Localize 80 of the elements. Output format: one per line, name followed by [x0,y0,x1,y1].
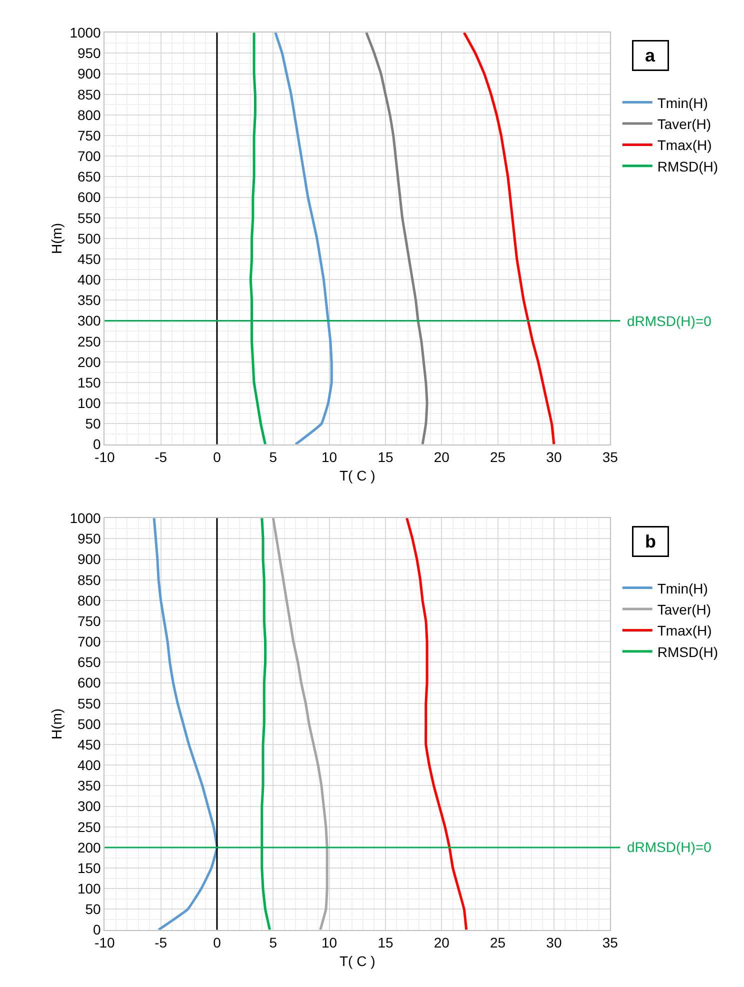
y-tick-label: 450 [77,250,102,267]
y-tick-label: 50 [85,416,102,432]
y-tick-label: 800 [77,106,102,123]
y-tick-label: 300 [77,798,102,814]
text: a [645,46,656,66]
x-tick-label: 15 [378,449,394,466]
legend-label: Tmax(H) [657,137,712,154]
y-axis-title: H(m) [48,708,64,740]
y-tick-label: 1000 [70,510,102,526]
y-tick-label: 400 [77,272,102,288]
y-tick-label: 200 [77,839,102,856]
y-tick-label: 900 [77,551,102,568]
x-tick-label: 10 [322,934,338,951]
y-tick-label: 500 [77,716,102,732]
text: b [645,532,656,552]
x-tick-label: -5 [154,934,168,951]
y-tick-label: 50 [85,901,102,918]
y-tick-label: 250 [77,333,102,350]
y-tick-label: 650 [77,168,102,185]
x-tick-label: 35 [602,449,618,466]
y-axis-title: H(m) [48,222,64,254]
y-tick-label: 600 [77,674,102,691]
y-tick-label: 700 [77,148,102,164]
y-tick-label: 550 [77,695,102,712]
y-tick-label: 150 [77,860,102,876]
y-tick-label: 450 [77,736,102,752]
x-tick-label: 25 [490,934,506,951]
y-tick-label: 700 [77,634,102,650]
line-series [462,32,556,444]
y-tick-label: 1000 [70,24,102,40]
y-tick-label: 600 [77,189,102,206]
y-tick-label: 900 [77,66,102,82]
y-tick-label: 250 [77,818,102,835]
y-tick-label: 750 [77,612,102,629]
legend-label: Taver(H) [657,116,712,132]
x-tick-label: 25 [490,449,506,466]
y-tick-label: 350 [77,292,102,308]
text: dRMSD(H)=0 [627,313,712,329]
line-series [365,32,428,444]
y-tick-label: 100 [77,395,102,412]
x-axis-title: T( C ) [340,952,376,969]
y-tick-label: 950 [77,45,102,62]
line-series [274,32,333,444]
y-tick-label: 500 [77,230,102,246]
line-series [272,518,328,930]
line-series [406,518,468,930]
legend-label: Tmin(H) [657,580,708,596]
y-tick-label: 300 [77,312,102,329]
y-tick-label: 800 [77,592,102,608]
x-tick-label: 30 [546,934,562,951]
x-tick-label: 20 [434,934,450,951]
x-tick-label: 30 [546,449,562,466]
y-tick-label: 200 [77,354,102,370]
y-tick-label: 100 [77,880,102,897]
text: dRMSD(H)=0 [627,839,712,855]
x-axis-title: T( C ) [340,467,376,484]
y-tick-label: 150 [77,374,102,390]
legend-label: Taver(H) [657,601,712,618]
y-tick-label: 850 [77,86,102,102]
x-tick-label: 5 [269,449,278,466]
x-tick-label: 0 [213,449,222,466]
x-tick-label: 10 [322,449,338,466]
y-tick-label: 950 [77,530,102,547]
y-tick-label: 400 [77,757,102,774]
x-tick-label: 15 [378,934,394,951]
y-tick-label: 850 [77,572,102,588]
x-tick-label: 5 [269,934,278,951]
legend-label: RMSD(H) [657,644,718,660]
legend-label: RMSD(H) [657,158,718,174]
y-tick-label: 650 [77,654,102,670]
line-series [152,518,218,930]
y-tick-label: 750 [77,127,102,144]
x-tick-label: 20 [434,449,450,466]
legend-label: Tmin(H) [657,94,708,111]
legend-label: Tmax(H) [657,622,712,639]
x-tick-label: -5 [154,449,168,466]
y-tick-label: 350 [77,778,102,794]
x-tick-label: 35 [602,934,618,951]
x-tick-label: 0 [213,934,222,951]
y-tick-label: 550 [77,210,102,226]
